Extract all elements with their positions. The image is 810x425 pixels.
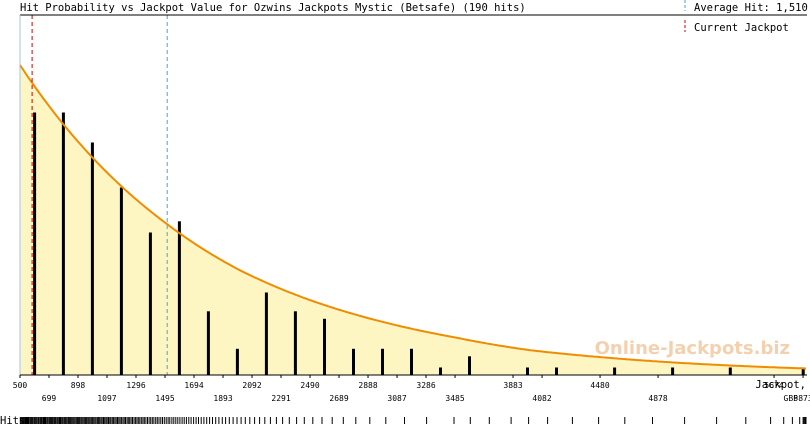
x-tick-label-2689: 2689 <box>329 394 348 403</box>
x-tick-label-5674: 5674 <box>764 381 783 390</box>
x-tick-label-3485: 3485 <box>445 394 464 403</box>
legend: Average Hit: 1,510 Current Jackpot <box>684 0 808 34</box>
x-tick-label-3883: 3883 <box>503 381 522 390</box>
bar-6 <box>206 311 210 376</box>
x-tick-label-2291: 2291 <box>271 394 290 403</box>
x-tick-label-699: 699 <box>42 394 57 403</box>
x-tick-label-2888: 2888 <box>358 381 377 390</box>
bar-18 <box>613 367 617 375</box>
bar-12 <box>381 348 384 376</box>
bar-21 <box>801 367 805 375</box>
x-tick-label-1296: 1296 <box>126 381 145 390</box>
hit-count-bars <box>33 112 805 376</box>
x-tick-label-4082: 4082 <box>532 394 551 403</box>
bar-13 <box>410 348 413 376</box>
x-axis-label: Jackpot, <box>755 379 806 391</box>
chart-title: Hit Probability vs Jackpot Value for Ozw… <box>20 2 526 14</box>
x-tick-label-2490: 2490 <box>300 381 319 390</box>
probability-area-fill <box>20 65 807 375</box>
x-axis-ticks: 500 898 1296 1694 2092 2490 2888 3286 3883 4480 56… <box>13 375 810 403</box>
bar-19 <box>671 367 675 375</box>
x-tick-label-1893: 1893 <box>213 394 232 403</box>
legend-current-label: Current Jackpot <box>694 22 789 34</box>
x-tick-label-1694: 1694 <box>184 381 203 390</box>
bar-9 <box>293 311 297 376</box>
watermark: Online-Jackpots.biz <box>595 338 790 359</box>
bar-10 <box>323 318 326 376</box>
bar-14 <box>439 367 442 375</box>
bar-15 <box>468 356 471 376</box>
probability-curve <box>19 64 807 370</box>
bar-5 <box>177 221 181 376</box>
bar-17 <box>555 367 558 375</box>
x-tick-label-4480: 4480 <box>590 381 609 390</box>
x-tick-label-1097: 1097 <box>97 394 116 403</box>
x-tick-label-3087: 3087 <box>387 394 406 403</box>
bar-2 <box>90 142 94 375</box>
bar-7 <box>235 348 239 376</box>
hits-label: Hits <box>0 415 25 425</box>
x-tick-label-5873: 5873 <box>793 394 810 403</box>
bar-3 <box>119 187 123 375</box>
bar-16 <box>526 367 529 375</box>
x-tick-label-1495: 1495 <box>155 394 174 403</box>
legend-average-label: Average Hit: 1,510 <box>694 2 808 14</box>
x-tick-label-500: 500 <box>13 381 28 390</box>
x-axis-unit: GBP <box>784 394 799 403</box>
bar-11 <box>352 348 355 376</box>
bar-8 <box>264 292 268 375</box>
x-tick-label-898: 898 <box>71 381 86 390</box>
hits-rug <box>19 417 807 424</box>
bar-20 <box>728 367 732 375</box>
x-tick-label-3286: 3286 <box>416 381 435 390</box>
bar-4 <box>148 232 152 375</box>
x-tick-label-4878: 4878 <box>648 394 667 403</box>
bar-0 <box>33 112 37 375</box>
bar-1 <box>61 112 65 375</box>
x-tick-label-2092: 2092 <box>242 381 261 390</box>
